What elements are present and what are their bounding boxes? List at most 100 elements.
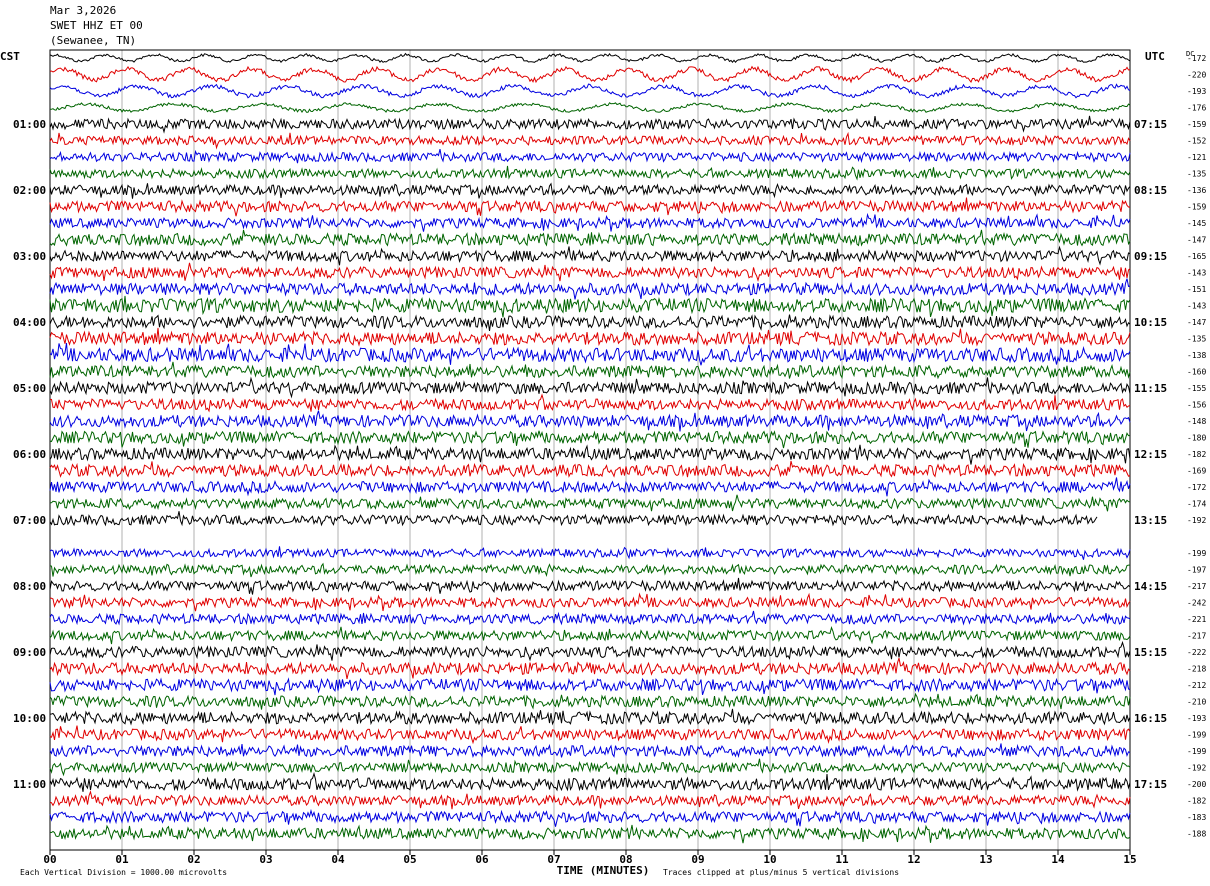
dc-offset-label: -182 — [1187, 450, 1206, 459]
left-hour-label: 04:00 — [13, 316, 46, 329]
dc-offset-label: -156 — [1187, 401, 1206, 410]
dc-offset-label: -159 — [1187, 203, 1206, 212]
dc-offset-label: -182 — [1187, 797, 1206, 806]
seismic-trace — [49, 83, 1131, 99]
seismic-trace — [49, 562, 1130, 578]
dc-offset-label: -199 — [1187, 747, 1206, 756]
x-tick-label: 05 — [403, 853, 416, 866]
seismic-trace — [49, 677, 1131, 696]
x-tick-label: 08 — [619, 853, 632, 866]
dc-offset-label: -217 — [1187, 582, 1206, 591]
seismic-trace — [49, 327, 1131, 347]
dc-offset-label: -242 — [1187, 599, 1206, 608]
seismic-trace — [49, 197, 1131, 217]
left-hour-label: 08:00 — [13, 580, 46, 593]
dc-offset-label: -147 — [1187, 236, 1206, 245]
dc-offset-label: -180 — [1187, 434, 1206, 443]
footer-scale-note: Each Vertical Division = 1000.00 microvo… — [20, 868, 227, 877]
seismic-trace — [49, 182, 1131, 199]
dc-offset-label: -176 — [1187, 104, 1206, 113]
seismic-trace — [49, 610, 1131, 626]
dc-offset-label: -197 — [1187, 566, 1206, 575]
dc-offset-label: -155 — [1187, 384, 1206, 393]
left-hour-label: 10:00 — [13, 712, 46, 725]
footer-clip-note: Traces clipped at plus/minus 5 vertical … — [663, 868, 899, 877]
seismic-trace — [49, 314, 1131, 331]
dc-offset-label: -135 — [1187, 335, 1206, 344]
seismic-trace — [49, 131, 1131, 150]
date-label: Mar 3,2026 — [50, 4, 117, 17]
right-hour-label: 16:15 — [1134, 712, 1167, 725]
x-tick-label: 02 — [187, 853, 200, 866]
right-hour-label: 12:15 — [1134, 448, 1167, 461]
right-timezone-label: UTC — [1145, 50, 1165, 63]
dc-offset-label: -159 — [1187, 120, 1206, 129]
dc-offset-label: -172 — [1187, 483, 1206, 492]
right-hour-label: 17:15 — [1134, 778, 1167, 791]
seismic-trace — [49, 376, 1131, 399]
seismic-trace — [49, 640, 1131, 662]
x-tick-label: 06 — [475, 853, 489, 866]
right-hour-label: 09:15 — [1134, 250, 1167, 263]
seismic-trace — [49, 212, 1131, 232]
x-tick-label: 01 — [115, 853, 129, 866]
seismic-trace — [49, 393, 1131, 413]
seismic-trace — [49, 165, 1131, 181]
dc-offset-label: -121 — [1187, 153, 1206, 162]
right-hour-label: 13:15 — [1134, 514, 1167, 527]
seismic-trace — [49, 771, 1131, 792]
dc-header-label: DC — [1186, 50, 1194, 58]
dc-offset-label: -221 — [1187, 615, 1206, 624]
dc-offset-label: -135 — [1187, 170, 1206, 179]
right-hour-label: 14:15 — [1134, 580, 1167, 593]
dc-offset-label: -145 — [1187, 219, 1206, 228]
dc-offset-label: -192 — [1187, 764, 1206, 773]
left-hour-label: 02:00 — [13, 184, 46, 197]
seismic-trace — [49, 725, 1131, 745]
right-hour-label: 08:15 — [1134, 184, 1167, 197]
x-axis-title: TIME (MINUTES) — [557, 864, 650, 877]
x-tick-label: 09 — [691, 853, 704, 866]
plot-frame — [49, 49, 1131, 851]
dc-offset-label: -160 — [1187, 368, 1206, 377]
dc-offset-label: -172 — [1187, 54, 1206, 63]
seismic-trace — [49, 758, 1131, 777]
dc-offset-label: -199 — [1187, 549, 1206, 558]
seismic-trace — [49, 410, 1131, 432]
dc-offset-label: -183 — [1187, 813, 1206, 822]
dc-offset-label: -193 — [1187, 714, 1206, 723]
x-tick-label: 00 — [43, 853, 56, 866]
seismic-trace — [49, 245, 1131, 266]
seismic-trace — [49, 808, 1131, 827]
dc-offset-label: -143 — [1187, 269, 1206, 278]
seismic-trace — [49, 342, 1131, 366]
left-hour-label: 05:00 — [13, 382, 46, 395]
dc-offset-label: -217 — [1187, 632, 1206, 641]
seismic-trace — [49, 657, 1131, 680]
seismic-trace — [49, 494, 1131, 512]
dc-offset-label: -188 — [1187, 830, 1206, 839]
seismic-trace — [49, 148, 1131, 164]
seismic-trace — [49, 790, 1131, 810]
seismic-trace — [49, 708, 1131, 726]
seismic-trace — [49, 477, 1131, 497]
dc-offset-label: -193 — [1187, 87, 1206, 96]
x-tick-label: 10 — [763, 853, 776, 866]
station-label: SWET HHZ ET 00 — [50, 19, 143, 32]
seismic-trace — [49, 65, 1131, 84]
x-tick-label: 15 — [1123, 853, 1136, 866]
dc-offset-label: -165 — [1187, 252, 1206, 261]
dc-offset-label: -147 — [1187, 318, 1206, 327]
dc-offset-label: -174 — [1187, 500, 1206, 509]
seismic-trace — [49, 115, 1131, 134]
dc-offset-label: -192 — [1187, 516, 1206, 525]
location-label: (Sewanee, TN) — [50, 34, 137, 47]
left-hour-label: 11:00 — [13, 778, 46, 791]
seismic-trace — [49, 262, 1131, 282]
dc-offset-label: -218 — [1187, 665, 1206, 674]
x-tick-label: 11 — [835, 853, 849, 866]
dc-offset-label: -169 — [1187, 467, 1206, 476]
right-hour-label: 07:15 — [1134, 118, 1167, 131]
seismic-trace — [49, 692, 1131, 710]
